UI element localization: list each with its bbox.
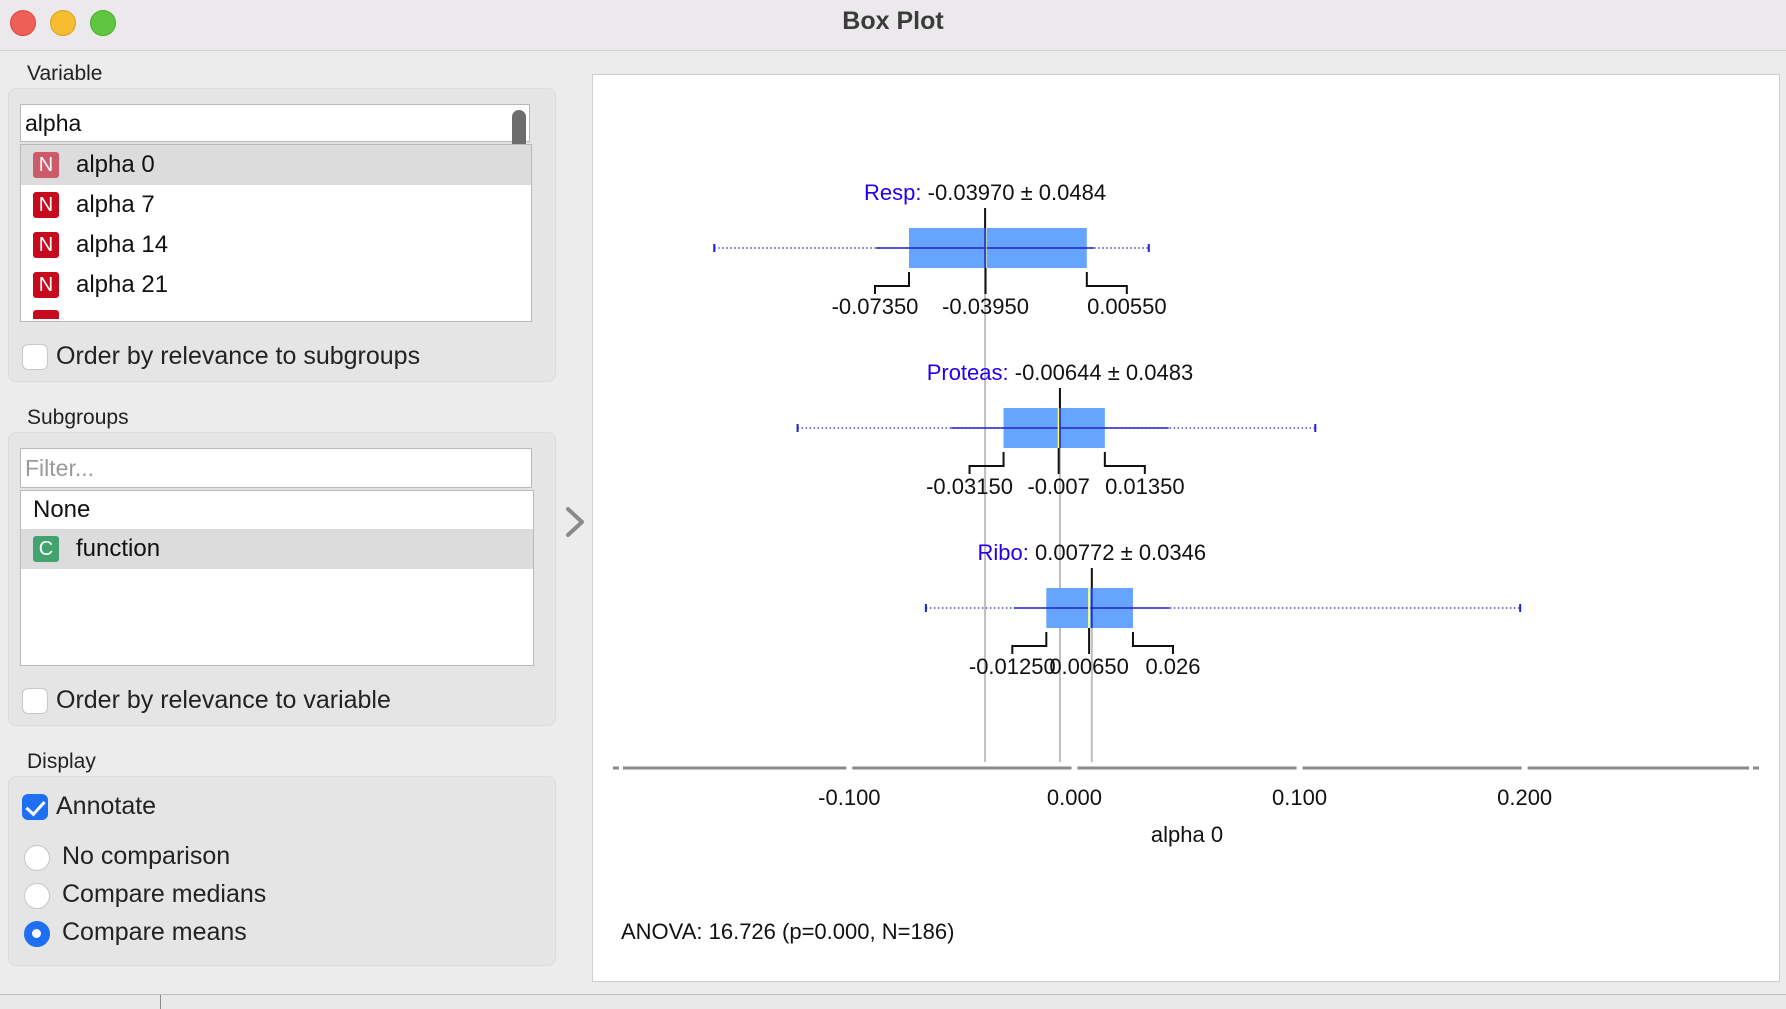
chevron-right-icon[interactable] bbox=[560, 505, 588, 539]
display-group-box bbox=[8, 776, 556, 966]
x-axis-label: alpha 0 bbox=[1151, 822, 1223, 847]
status-bar-separator bbox=[160, 995, 161, 1009]
order-by-relevance-variable-label: Order by relevance to variable bbox=[56, 686, 391, 714]
q1-bracket bbox=[1011, 632, 1048, 654]
q3-label: 0.00550 bbox=[1087, 294, 1167, 319]
q3-bracket bbox=[1103, 452, 1146, 474]
comparison-option-label: Compare medians bbox=[62, 880, 267, 908]
q1-bracket bbox=[968, 452, 1005, 474]
q1-bracket bbox=[874, 272, 911, 294]
group-mean-sd-label: -0.00644 ± 0.0483 bbox=[1015, 360, 1193, 385]
subgroups-section-label: Subgroups bbox=[27, 406, 129, 429]
x-tick-label: 0.100 bbox=[1272, 785, 1327, 810]
q3-bracket bbox=[1085, 272, 1128, 294]
x-tick-label: 0.000 bbox=[1047, 785, 1102, 810]
checkmark-icon bbox=[25, 795, 46, 817]
q1-label: -0.07350 bbox=[832, 294, 919, 319]
x-tick-label: 0.200 bbox=[1497, 785, 1552, 810]
comparison-radio-3[interactable] bbox=[24, 921, 50, 947]
anova-result-label: ANOVA: 16.726 (p=0.000, N=186) bbox=[621, 919, 954, 944]
variable-search-input[interactable] bbox=[20, 104, 530, 142]
subgroup-item-label: function bbox=[76, 535, 161, 562]
comparison-option-label: No comparison bbox=[62, 842, 231, 870]
status-bar bbox=[0, 994, 1786, 1009]
variable-item-label: alpha 0 bbox=[76, 151, 155, 178]
radio-selected-dot bbox=[32, 929, 41, 938]
box-plot-area: Resp: -0.03970 ± 0.0484 -0.07350 -0.03950 0… bbox=[592, 74, 1780, 982]
q3-label: 0.01350 bbox=[1105, 474, 1185, 499]
annotate-checkbox[interactable] bbox=[22, 794, 48, 820]
group-stat-label: Ribo: 0.00772 ± 0.0346 bbox=[978, 540, 1207, 565]
group-mean-sd-label: 0.00772 ± 0.0346 bbox=[1035, 540, 1206, 565]
group-name-label: Resp: bbox=[864, 180, 921, 205]
list-item-label: None bbox=[33, 496, 91, 523]
minimize-window-button[interactable] bbox=[50, 10, 76, 36]
q3-bracket bbox=[1131, 632, 1174, 654]
maximize-window-button[interactable] bbox=[90, 10, 116, 36]
box-plot-chart: Resp: -0.03970 ± 0.0484 -0.07350 -0.03950 0… bbox=[613, 180, 1761, 944]
group-name-label: Ribo: bbox=[978, 540, 1029, 565]
numeric-variable-icon: N bbox=[33, 272, 59, 298]
x-tick-label: -0.100 bbox=[818, 785, 880, 810]
variable-section-label: Variable bbox=[27, 62, 103, 85]
comparison-radio-2[interactable] bbox=[24, 883, 50, 909]
order-by-relevance-subgroups-label: Order by relevance to subgroups bbox=[56, 342, 421, 370]
group-name-label: Proteas: bbox=[927, 360, 1009, 385]
numeric-variable-icon: N bbox=[33, 232, 59, 258]
median-label: 0.00650 bbox=[1049, 654, 1129, 679]
variable-item-label: alpha 21 bbox=[76, 271, 169, 298]
q1-label: -0.03150 bbox=[926, 474, 1013, 499]
numeric-variable-icon: N bbox=[33, 152, 59, 178]
order-by-relevance-variable-checkbox[interactable] bbox=[22, 688, 48, 714]
variable-item-label: alpha 7 bbox=[76, 191, 155, 218]
numeric-variable-icon: N bbox=[33, 192, 59, 218]
order-by-relevance-subgroups-checkbox[interactable] bbox=[22, 344, 48, 370]
list-item-partial[interactable] bbox=[21, 305, 531, 319]
group-stat-label: Proteas: -0.00644 ± 0.0483 bbox=[927, 360, 1194, 385]
close-window-button[interactable] bbox=[10, 10, 36, 36]
median-label: -0.03950 bbox=[942, 294, 1029, 319]
q1-label: -0.01250 bbox=[969, 654, 1056, 679]
median-label: -0.007 bbox=[1027, 474, 1089, 499]
comparison-option-label: Compare means bbox=[62, 918, 247, 946]
display-section-label: Display bbox=[27, 750, 96, 773]
categorical-variable-icon: C bbox=[33, 536, 59, 562]
title-bar: Box Plot bbox=[0, 0, 1786, 51]
window-title: Box Plot bbox=[842, 7, 944, 35]
subgroups-filter-input[interactable] bbox=[20, 448, 532, 488]
comparison-radio-1[interactable] bbox=[24, 845, 50, 871]
annotate-label: Annotate bbox=[56, 792, 157, 820]
variable-item-label: alpha 14 bbox=[76, 231, 169, 258]
group-stat-label: Resp: -0.03970 ± 0.0484 bbox=[864, 180, 1106, 205]
q3-label: 0.026 bbox=[1145, 654, 1200, 679]
group-mean-sd-label: -0.03970 ± 0.0484 bbox=[928, 180, 1106, 205]
list-item-none[interactable]: None bbox=[21, 491, 533, 529]
